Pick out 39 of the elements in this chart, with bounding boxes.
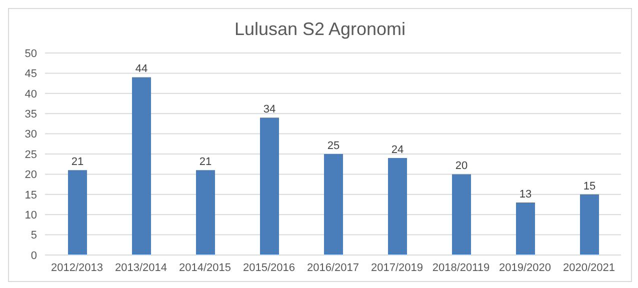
x-tick-label: 2012/2013	[51, 262, 103, 274]
y-tick-label: 30	[24, 128, 37, 141]
x-tick-label: 2018/20119	[432, 262, 490, 274]
data-label: 13	[519, 188, 532, 200]
bar	[260, 118, 279, 255]
y-tick-label: 50	[24, 48, 37, 60]
y-tick-label: 20	[24, 169, 37, 182]
data-label: 21	[71, 156, 84, 168]
bar	[132, 77, 151, 255]
data-label: 44	[135, 63, 148, 76]
y-tick-label: 10	[24, 210, 37, 222]
x-tick-label: 2020/2021	[563, 262, 615, 274]
data-label: 20	[455, 160, 468, 172]
y-tick-label: 15	[24, 189, 37, 202]
data-label: 25	[327, 140, 340, 152]
x-tick-label: 2016/2017	[307, 262, 359, 274]
chart-title: Lulusan S2 Agronomi	[233, 19, 407, 41]
y-tick-label: 45	[24, 68, 37, 80]
bar	[516, 202, 535, 255]
y-tick-label: 25	[24, 148, 37, 161]
y-tick-label: 5	[30, 230, 37, 242]
bar	[388, 158, 407, 255]
bar	[68, 170, 87, 255]
bar	[196, 170, 215, 255]
x-tick-label: 2015/2016	[243, 262, 295, 274]
x-tick-label: 2017/2019	[371, 262, 423, 274]
bar	[324, 154, 343, 255]
bar	[452, 174, 471, 255]
y-tick-label: 0	[30, 250, 37, 262]
x-tick-label: 2014/2015	[179, 262, 231, 274]
x-tick-label: 2019/2020	[499, 262, 551, 274]
y-tick-label: 40	[24, 88, 37, 100]
data-label: 21	[199, 156, 212, 168]
x-tick-label: 2013/2014	[115, 262, 167, 274]
data-label: 34	[263, 104, 276, 116]
bar	[580, 194, 599, 255]
y-tick-label: 35	[24, 108, 37, 121]
data-label: 24	[391, 144, 404, 156]
data-label: 15	[583, 180, 596, 192]
